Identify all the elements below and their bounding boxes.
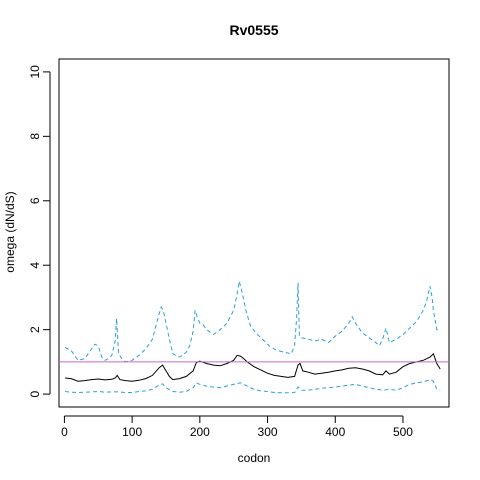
- x-tick-label: 100: [122, 425, 142, 439]
- y-tick-label: 6: [28, 197, 42, 204]
- chart-title: Rv0555: [229, 22, 278, 38]
- y-tick-label: 0: [28, 390, 42, 397]
- x-tick-label: 200: [190, 425, 210, 439]
- x-tick-label: 0: [61, 425, 68, 439]
- y-axis-label: omega (dN/dS): [3, 191, 17, 272]
- y-tick-label: 2: [28, 326, 42, 333]
- y-tick-label: 8: [28, 133, 42, 140]
- series-line-estimate: [65, 352, 441, 382]
- y-tick-label: 4: [28, 262, 42, 269]
- y-tick-label: 10: [28, 65, 42, 79]
- x-tick-label: 500: [393, 425, 413, 439]
- series-line-upper-bound: [64, 281, 441, 363]
- series-line-lower-bound: [65, 379, 441, 394]
- x-axis-label: codon: [238, 451, 271, 465]
- axes-group: 0 100 200 300 400 500 0 2 4 6 8 10: [28, 65, 413, 439]
- series-group: [59, 281, 449, 394]
- plot-frame: [58, 58, 450, 408]
- x-tick-label: 300: [258, 425, 278, 439]
- x-tick-label: 400: [325, 425, 345, 439]
